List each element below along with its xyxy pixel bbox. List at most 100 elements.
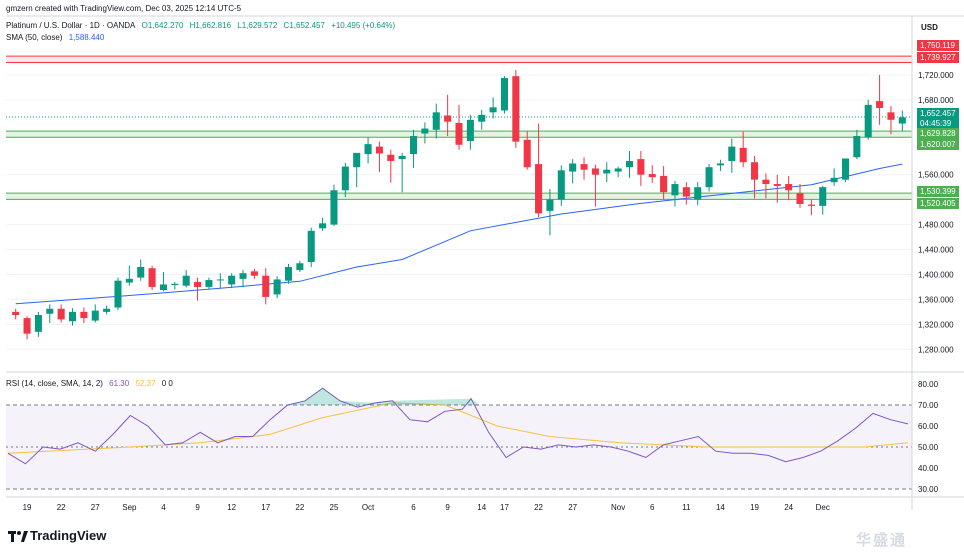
time-tick-label: 11: [682, 503, 691, 512]
candle-body: [637, 159, 645, 175]
rsi-tick-label: 40.00: [918, 464, 939, 473]
candle-body: [57, 308, 65, 320]
candle-body: [614, 168, 622, 172]
candle-body: [830, 177, 838, 183]
symbol-line: Platinum / U.S. Dollar · 1D · OANDA O1,6…: [6, 21, 399, 30]
sma-value: 1,588.440: [68, 33, 105, 42]
watermark: 华盛通: [856, 532, 908, 549]
ohlc-low: L1,629.572: [237, 21, 278, 30]
rsi-tick-label: 50.00: [918, 443, 939, 452]
sma-legend[interactable]: SMA (50, close) 1,588.440: [6, 33, 108, 42]
symbol-title: Platinum / U.S. Dollar · 1D · OANDA: [6, 21, 136, 30]
candle-body: [148, 268, 156, 287]
candle-body: [648, 174, 656, 178]
candle-body: [739, 147, 747, 163]
candle-body: [319, 223, 327, 229]
candle-body: [91, 310, 99, 321]
candle-body: [341, 166, 349, 191]
candle-body: [250, 271, 258, 276]
sr-zone-fill: [6, 56, 912, 63]
candle-body: [546, 199, 554, 211]
candle-body: [751, 162, 759, 180]
brand-name: TradingView: [30, 528, 107, 543]
candle-body: [432, 112, 440, 130]
time-tick-label: Nov: [611, 503, 625, 512]
currency-label: USD: [921, 23, 938, 32]
candle-body: [410, 136, 418, 155]
price-tick-label: 1,480.000: [918, 221, 954, 230]
time-tick-label: 17: [261, 503, 270, 512]
tag-res-bot: 1,739.927: [917, 52, 959, 63]
tag-res-top: 1,750.119: [917, 40, 959, 51]
candle-body: [898, 117, 906, 124]
rsi-overbought-fill: [278, 388, 480, 405]
rsi-tick-label: 30.00: [918, 485, 939, 494]
candles: [12, 69, 906, 340]
candle-body: [375, 146, 383, 154]
time-tick-label: 14: [477, 503, 486, 512]
candle-body: [580, 164, 588, 170]
rsi-sma-line: [7, 402, 909, 454]
candle-body: [876, 101, 884, 108]
tag-sup1-top: 1,629.828: [917, 128, 959, 139]
candle-body: [444, 115, 452, 122]
time-tick-label: 6: [650, 503, 655, 512]
candle-body: [603, 169, 611, 174]
time-tick-label: 14: [716, 503, 725, 512]
ohlc-open: O1,642.270: [141, 21, 184, 30]
candle-body: [864, 104, 872, 138]
candle-body: [591, 168, 599, 175]
candle-body: [671, 184, 679, 196]
candle-body: [625, 160, 634, 168]
tag-last-price: 1,652.457: [917, 108, 959, 119]
candle-body: [705, 167, 713, 188]
candle-body: [796, 193, 804, 204]
candle-body: [205, 280, 213, 287]
tag-sup2-bot: 1,520.405: [917, 198, 959, 209]
time-tick-label: 9: [445, 503, 450, 512]
candle-body: [660, 175, 668, 193]
sma-label: SMA (50, close): [6, 33, 63, 42]
candle-body: [523, 139, 531, 168]
rsi-legend[interactable]: RSI (14, close, SMA, 14, 2) 61.30 52.37 …: [6, 379, 177, 388]
candle-body: [512, 76, 520, 142]
candle-body: [171, 283, 179, 286]
candle-body: [12, 311, 20, 315]
candle-body: [841, 158, 850, 180]
candle-body: [284, 266, 293, 281]
candle-body: [421, 128, 429, 134]
time-tick-label: Sep: [122, 503, 137, 512]
candle-body: [478, 114, 486, 122]
candle-body: [807, 204, 815, 206]
tradingview-logo[interactable]: TradingView: [8, 528, 106, 543]
candle-body: [694, 187, 702, 200]
axes: 1,720.000 1,680.000 1,560.000 1,480.000 1,44…: [6, 15, 964, 512]
ohlc-high: H1,662.816: [189, 21, 232, 30]
sma-line: [15, 163, 903, 305]
tradingview-icon: [8, 530, 28, 542]
ohlc-close: C1,652.457: [283, 21, 325, 30]
candle-body: [68, 311, 77, 322]
time-tick-label: 19: [750, 503, 759, 512]
rsi-tick-label: 60.00: [918, 422, 939, 431]
candle-body: [296, 263, 304, 271]
tag-countdown: 04:45:39: [917, 118, 959, 129]
candle-body: [887, 112, 895, 120]
candle-body: [682, 187, 690, 197]
candle-body: [228, 275, 236, 285]
time-tick-label: 22: [295, 503, 304, 512]
candle-body: [387, 154, 395, 161]
time-tick-label: Oct: [362, 503, 375, 512]
candle-body: [535, 164, 543, 214]
time-tick-label: 27: [91, 503, 100, 512]
time-tick-label: 9: [195, 503, 200, 512]
candle-body: [262, 275, 270, 297]
price-tick-label: 1,320.000: [918, 320, 954, 329]
rsi-pane: [6, 387, 912, 490]
candle-body: [819, 187, 827, 206]
candle-body: [194, 281, 202, 287]
price-tick-label: 1,440.000: [918, 246, 954, 255]
time-tick-label: 24: [784, 503, 793, 512]
time-tick-label: 22: [57, 503, 66, 512]
